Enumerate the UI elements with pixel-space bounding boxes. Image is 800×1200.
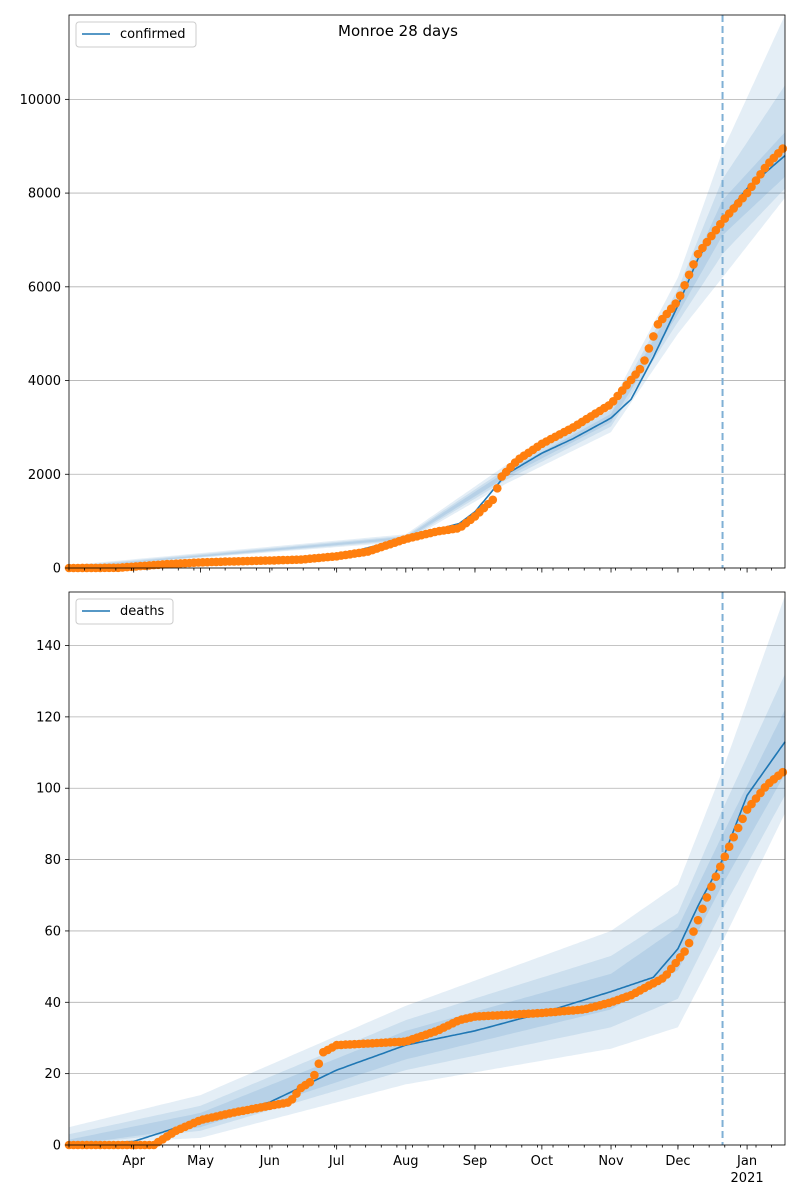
confirmed-observed-point bbox=[493, 484, 502, 493]
confirmed-ytick-label: 6000 bbox=[28, 280, 61, 295]
deaths-observed-point bbox=[778, 767, 788, 777]
confirmed-observed-point bbox=[649, 332, 658, 341]
deaths-xtick-label: Sep bbox=[463, 1154, 488, 1169]
deaths-xticks: Apr May Jun Jul Aug Sep Oct Nov Dec Jan 2021 bbox=[68, 1145, 773, 1186]
confirmed-observed-point bbox=[684, 270, 694, 280]
deaths-ytick-label: 60 bbox=[44, 924, 61, 939]
deaths-legend: deaths bbox=[75, 598, 174, 625]
confirmed-xticks bbox=[68, 568, 773, 573]
confirmed-observed-point bbox=[644, 344, 654, 353]
deaths-observed-point bbox=[733, 823, 743, 833]
confirmed-observed-point bbox=[640, 356, 649, 365]
confirmed-observed-point bbox=[698, 243, 707, 253]
confirmed-observed-point bbox=[689, 260, 698, 269]
confirmed-observed-point bbox=[711, 225, 721, 235]
deaths-observed-point bbox=[702, 893, 712, 902]
confirmed-yticks: 0 2000 4000 6000 8000 10000 bbox=[20, 93, 69, 577]
confirmed-observed-point bbox=[675, 291, 685, 301]
deaths-xtick-label: Nov bbox=[598, 1154, 624, 1169]
deaths-observed-point bbox=[689, 927, 698, 936]
confirmed-observed-point bbox=[756, 170, 765, 179]
deaths-xtick-label: Jul bbox=[328, 1154, 345, 1169]
deaths-xtick-label: Oct bbox=[531, 1154, 553, 1169]
deaths-yticks: 0 20 40 60 80 100 120 140 bbox=[36, 639, 69, 1154]
confirmed-observed-point bbox=[742, 188, 752, 198]
deaths-legend-box bbox=[75, 598, 174, 625]
confirmed-axes bbox=[68, 14, 786, 569]
confirmed-axes-frame bbox=[68, 14, 786, 569]
deaths-observed-points bbox=[64, 767, 788, 1150]
deaths-axes-frame bbox=[68, 591, 786, 1146]
deaths-observed-point bbox=[666, 964, 676, 974]
deaths-xtick-label: Jun bbox=[259, 1154, 280, 1169]
deaths-axes bbox=[68, 591, 786, 1146]
deaths-xtick-label: Aug bbox=[393, 1154, 418, 1169]
confirmed-ytick-label: 0 bbox=[53, 562, 61, 577]
deaths-xtick-year-label: 2021 bbox=[731, 1171, 764, 1186]
deaths-observed-point bbox=[693, 915, 703, 925]
deaths-xtick-label: May bbox=[187, 1154, 214, 1169]
deaths-observed-point bbox=[698, 904, 707, 914]
deaths-observed-point bbox=[711, 872, 721, 881]
deaths-observed-point bbox=[684, 938, 694, 948]
confirmed-ytick-label: 4000 bbox=[28, 374, 61, 389]
confirmed-observed-point bbox=[635, 364, 645, 374]
confirmed-observed-point bbox=[707, 231, 716, 241]
confirmed-observed-point bbox=[751, 176, 761, 185]
deaths-observed-point bbox=[680, 947, 689, 956]
deaths-ytick-label: 100 bbox=[36, 782, 61, 797]
confirmed-observed-point bbox=[778, 144, 788, 153]
deaths-xtick-label: Apr bbox=[122, 1154, 145, 1169]
deaths-ytick-label: 120 bbox=[36, 710, 61, 725]
deaths-observed-point bbox=[314, 1059, 324, 1068]
deaths-observed-point bbox=[720, 852, 730, 861]
deaths-observed-point bbox=[729, 832, 738, 842]
confirmed-observed-point bbox=[680, 281, 689, 290]
deaths-band-2 bbox=[69, 674, 785, 1145]
deaths-ytick-label: 40 bbox=[44, 996, 61, 1011]
confirmed-observed-point bbox=[671, 299, 680, 308]
confirmed-legend-box bbox=[75, 21, 197, 48]
confirmed-legend-label: confirmed bbox=[120, 27, 186, 42]
deaths-ytick-label: 80 bbox=[44, 853, 61, 868]
confirmed-observed-point bbox=[702, 237, 712, 247]
deaths-ytick-label: 20 bbox=[44, 1067, 61, 1082]
deaths-observed-point bbox=[724, 842, 734, 851]
confirmed-observed-point bbox=[747, 182, 756, 192]
deaths-panel: 0 20 40 60 80 100 120 140 Apr May Jun Jul Aug Sep Oct… bbox=[36, 591, 788, 1186]
deaths-ytick-label: 0 bbox=[53, 1139, 61, 1154]
deaths-observed-point bbox=[707, 882, 716, 891]
deaths-observed-point bbox=[310, 1070, 319, 1080]
confirmed-legend: confirmed bbox=[75, 21, 197, 48]
deaths-legend-label: deaths bbox=[120, 604, 165, 619]
figure-title: Monroe 28 days bbox=[338, 22, 458, 40]
deaths-xtick-label: Dec bbox=[665, 1154, 690, 1169]
confirmed-bands bbox=[69, 15, 785, 569]
deaths-observed-point bbox=[738, 814, 747, 824]
confirmed-ytick-label: 8000 bbox=[28, 187, 61, 202]
deaths-observed-point bbox=[305, 1077, 315, 1087]
confirmed-ytick-label: 2000 bbox=[28, 468, 61, 483]
deaths-observed-point bbox=[716, 862, 725, 871]
confirmed-ytick-label: 10000 bbox=[20, 93, 61, 108]
deaths-ytick-label: 140 bbox=[36, 639, 61, 654]
confirmed-band-1 bbox=[69, 15, 785, 568]
confirmed-observed-point bbox=[693, 249, 703, 259]
confirmed-observed-point bbox=[488, 495, 498, 505]
confirmed-panel: 0 2000 4000 6000 8000 10000 confirmed Monroe … bbox=[20, 14, 788, 577]
deaths-xtick-label: Jan bbox=[736, 1154, 757, 1169]
